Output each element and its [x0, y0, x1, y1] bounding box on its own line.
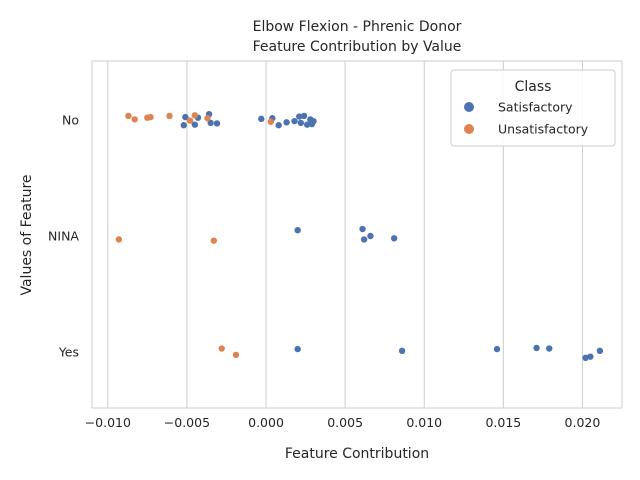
legend-entry-label: Unsatisfactory	[498, 122, 589, 137]
x-tick-label: 0.010	[406, 415, 442, 430]
data-point	[546, 345, 553, 352]
data-point	[204, 115, 211, 122]
data-point	[147, 113, 154, 121]
data-point	[267, 118, 274, 125]
legend: Class Satisfactory Unsatisfactory	[450, 69, 616, 147]
legend-marker	[464, 124, 474, 134]
data-point	[359, 225, 366, 233]
y-tick-label: NINA	[48, 229, 79, 244]
legend-title: Class	[515, 79, 552, 95]
data-point	[582, 354, 589, 361]
data-point	[294, 345, 301, 353]
legend-marker	[464, 102, 474, 112]
data-point	[275, 122, 282, 129]
data-point	[182, 113, 189, 121]
data-point	[533, 344, 540, 352]
data-point	[166, 112, 173, 120]
x-axis-ticks: −0.010 −0.005 0.000 0.005 0.010 0.015 0.020	[85, 415, 601, 430]
data-point	[283, 119, 290, 126]
data-point	[390, 235, 398, 242]
y-tick-label: Yes	[58, 345, 79, 360]
plot-frame	[91, 60, 623, 409]
data-point	[300, 112, 308, 120]
data-point	[360, 236, 368, 243]
x-tick-label: 0.005	[327, 415, 363, 430]
data-point	[303, 121, 311, 128]
legend-box	[450, 69, 616, 147]
x-tick-label: 0.015	[485, 415, 521, 430]
chart-title-line2: Feature Contribution by Value	[253, 39, 462, 55]
data-point	[398, 347, 406, 355]
y-tick-label: No	[62, 113, 79, 128]
data-point	[218, 345, 225, 352]
data-point	[115, 236, 123, 243]
data-point	[186, 117, 194, 124]
y-axis-ticks: No NINA Yes	[48, 113, 79, 360]
data-point	[210, 237, 218, 244]
data-point	[180, 122, 187, 129]
data-point	[294, 227, 301, 234]
x-tick-label: 0.020	[565, 415, 601, 430]
data-point	[596, 347, 604, 355]
x-tick-label: −0.005	[164, 415, 210, 430]
data-point	[232, 351, 240, 359]
data-point	[296, 113, 303, 120]
data-point	[207, 119, 214, 127]
y-axis-label: Values of Feature	[19, 174, 35, 295]
data-point	[367, 232, 374, 240]
data-points	[115, 111, 604, 361]
legend-entry-label: Satisfactory	[498, 100, 573, 115]
data-point	[191, 121, 199, 128]
data-point	[191, 112, 199, 119]
data-point	[291, 117, 298, 125]
x-tick-label: −0.010	[85, 415, 131, 430]
data-point	[258, 115, 265, 123]
data-point	[310, 117, 317, 125]
data-point	[297, 119, 305, 127]
data-point	[131, 116, 138, 123]
data-point	[213, 120, 221, 127]
x-axis-label: Feature Contribution	[285, 446, 429, 462]
chart-title-line1: Elbow Flexion - Phrenic Donor	[253, 19, 462, 35]
data-point	[125, 112, 132, 120]
x-tick-label: 0.000	[248, 415, 284, 430]
data-point	[493, 345, 501, 353]
